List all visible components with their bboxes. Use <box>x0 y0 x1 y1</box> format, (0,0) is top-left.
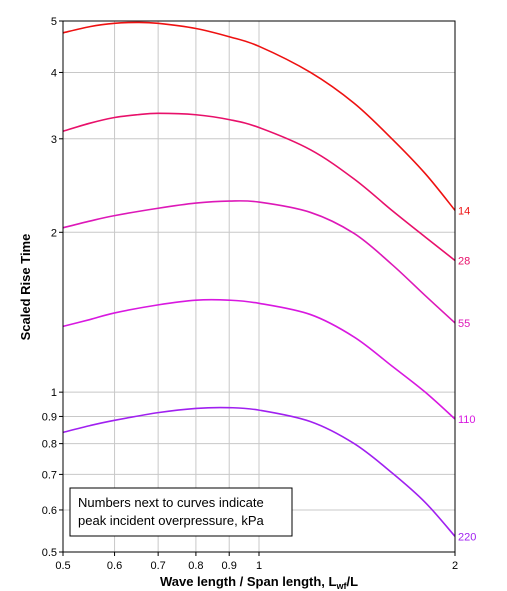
annotation-line-1: Numbers next to curves indicate <box>78 495 264 510</box>
x-tick-label: 0.9 <box>222 560 237 572</box>
y-tick-label: 0.7 <box>42 469 57 481</box>
x-tick-label: 2 <box>452 560 458 572</box>
annotation-box: Numbers next to curves indicate peak inc… <box>69 487 293 537</box>
series-line-220 <box>62 406 456 537</box>
x-axis-ticks: 0.5 0.6 0.7 0.8 0.9 1 2 <box>55 552 458 572</box>
y-tick-label: 0.8 <box>42 439 57 451</box>
x-tick-label: 0.7 <box>150 560 165 572</box>
y-tick-label: 0.6 <box>42 505 57 517</box>
x-tick-label: 1 <box>256 560 262 572</box>
y-tick-label: 1 <box>51 387 57 399</box>
y-tick-label: 3 <box>51 134 57 146</box>
curve-label-220: 220 <box>458 531 476 543</box>
y-tick-label: 0.9 <box>42 411 57 423</box>
curve-label-28: 28 <box>458 255 470 267</box>
x-tick-label: 0.8 <box>188 560 203 572</box>
series-curves <box>62 21 456 537</box>
x-tick-label: 0.6 <box>107 560 122 572</box>
x-axis-title: Wave length / Span length, Lwf/L <box>160 574 358 591</box>
x-tick-label: 0.5 <box>55 560 70 572</box>
grid <box>63 21 455 552</box>
x-axis-title-suffix: /L <box>346 574 358 589</box>
series-line-28 <box>62 112 456 262</box>
y-tick-label: 4 <box>51 67 57 79</box>
curve-label-110: 110 <box>458 414 476 426</box>
x-axis-title-main: Wave length / Span length, L <box>160 574 337 589</box>
annotation-frame <box>69 487 293 537</box>
curve-label-55: 55 <box>458 318 470 330</box>
y-tick-label: 2 <box>51 227 57 239</box>
y-tick-label: 5 <box>51 16 57 28</box>
x-axis-title-subscript: wf <box>335 581 347 591</box>
y-axis-title: Scaled Rise Time <box>18 234 33 341</box>
y-tick-label: 0.5 <box>42 547 57 559</box>
y-axis-ticks: 0.5 0.6 0.7 0.8 0.9 1 2 3 4 5 <box>42 16 63 559</box>
curve-label-14: 14 <box>458 205 470 217</box>
series-line-55 <box>62 200 456 324</box>
curve-labels: 14 28 55 110 220 <box>458 205 476 543</box>
series-line-110 <box>62 298 456 420</box>
annotation-line-2: peak incident overpressure, kPa <box>78 513 264 528</box>
series-line-14 <box>62 21 456 211</box>
